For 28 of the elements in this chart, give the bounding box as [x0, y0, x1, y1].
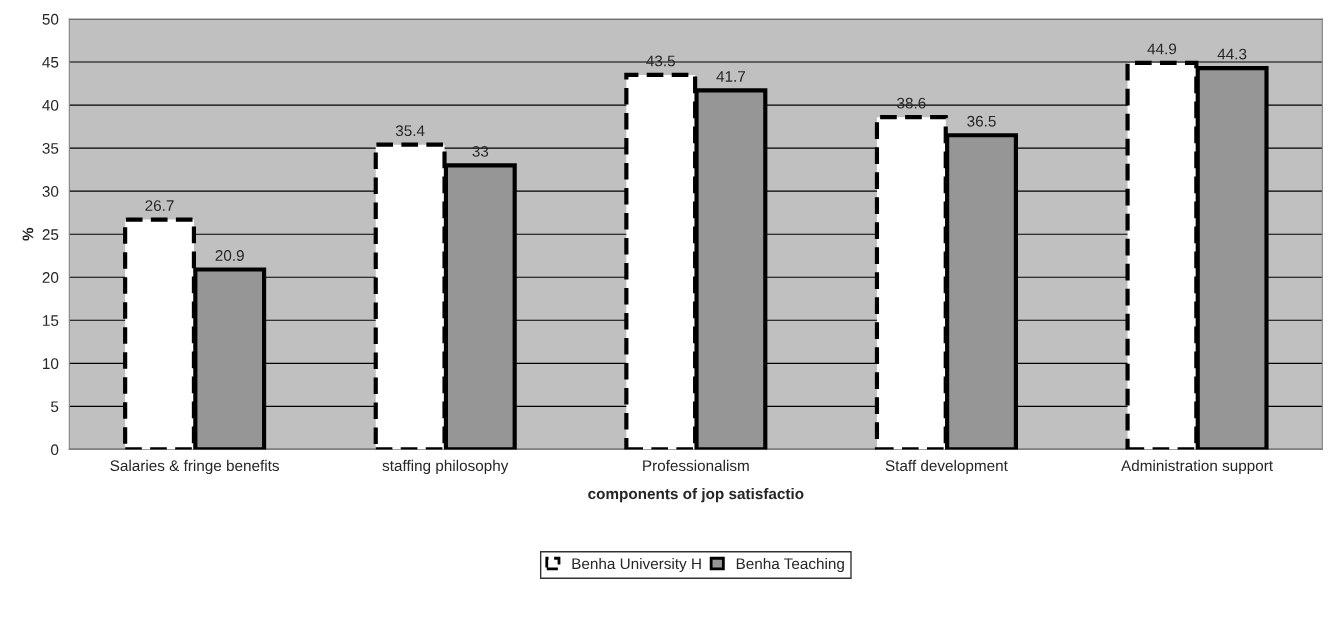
data-label: 36.5 — [967, 115, 996, 127]
data-label: 44.9 — [1147, 43, 1177, 55]
data-label: 41.7 — [716, 71, 746, 82]
y-tick-label: 40 — [42, 99, 59, 111]
y-tick-label: 10 — [43, 358, 59, 370]
x-tick-label: Salaries & fringe benefits — [110, 459, 279, 475]
x-tick-label: Administration support — [1121, 459, 1273, 475]
data-label: 26.7 — [145, 200, 174, 211]
x-axis-title: components of jop satisfactio — [588, 487, 804, 503]
x-tick-label: staffing philosophy — [382, 459, 509, 475]
y-tick-label: 20 — [42, 272, 59, 283]
y-tick-label: 25 — [42, 229, 59, 240]
data-label: 44.3 — [1217, 48, 1247, 60]
y-tick-label: 35 — [42, 142, 59, 154]
y-tick-label: 15 — [43, 315, 59, 326]
legend-label: Benha University H — [572, 557, 701, 573]
y-tick-label: 30 — [42, 186, 59, 197]
y-tick-label: 50 — [42, 13, 59, 25]
data-label: 20.9 — [215, 250, 244, 261]
data-label: 35.4 — [395, 125, 425, 137]
x-tick-label: Staff development — [885, 459, 1008, 475]
legend-label: Benha Teaching — [736, 557, 844, 573]
data-label: 33 — [472, 145, 489, 157]
y-axis-title: % — [22, 227, 34, 241]
y-tick-label: 45 — [42, 57, 59, 68]
x-tick-label: Professionalism — [643, 459, 749, 472]
y-tick-label: 0 — [51, 444, 59, 456]
y-tick-label: 5 — [51, 401, 59, 413]
